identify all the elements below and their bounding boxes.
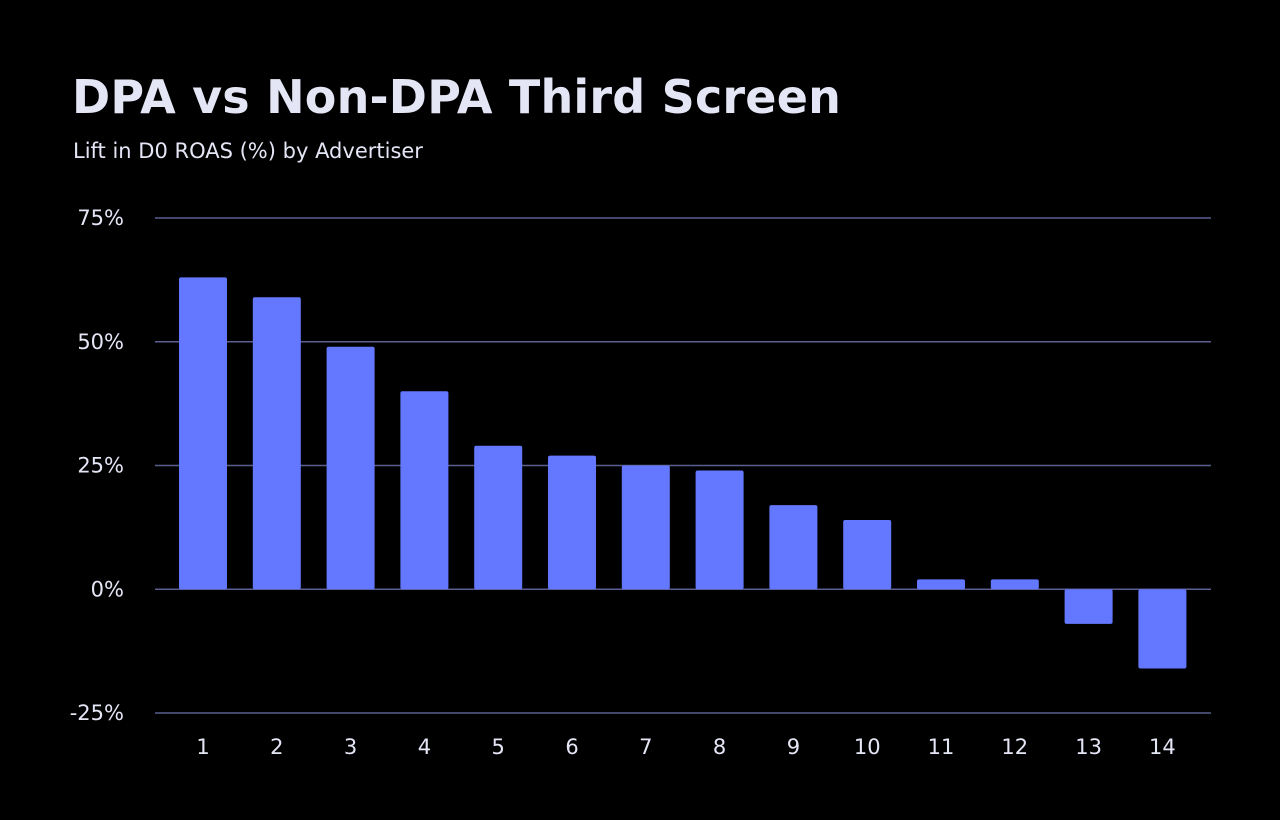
x-tick-label: 2 xyxy=(270,735,283,759)
bar-14 xyxy=(1138,589,1187,669)
bar-3 xyxy=(326,346,375,590)
bars xyxy=(179,277,1187,669)
y-axis-tick-labels: 75% 50% 25% 0% -25% xyxy=(70,206,124,725)
bar-1 xyxy=(179,277,227,590)
y-tick-label: 75% xyxy=(77,206,124,230)
bar-13 xyxy=(1064,589,1113,624)
x-tick-label: 1 xyxy=(196,735,209,759)
x-tick-label: 7 xyxy=(639,735,652,759)
chart-title: DPA vs Non-DPA Third Screen xyxy=(72,70,842,124)
x-tick-label: 6 xyxy=(565,735,578,759)
y-tick-label: 50% xyxy=(77,330,124,354)
x-tick-label: 3 xyxy=(344,735,357,759)
bar-12 xyxy=(990,579,1039,590)
x-tick-label: 10 xyxy=(854,735,881,759)
x-tick-label: 14 xyxy=(1149,735,1176,759)
bar-11 xyxy=(917,579,965,590)
x-tick-label: 5 xyxy=(492,735,505,759)
gridlines xyxy=(155,217,1211,714)
y-tick-label: 25% xyxy=(77,454,124,478)
bar-8 xyxy=(695,470,744,590)
bar-4 xyxy=(400,391,449,590)
x-tick-label: 9 xyxy=(787,735,800,759)
x-tick-label: 13 xyxy=(1075,735,1102,759)
x-tick-label: 4 xyxy=(418,735,431,759)
y-tick-label: 0% xyxy=(91,577,124,601)
bar-9 xyxy=(769,505,818,590)
x-tick-label: 8 xyxy=(713,735,726,759)
x-tick-label: 12 xyxy=(1001,735,1028,759)
x-tick-label: 11 xyxy=(928,735,955,759)
chart-subtitle: Lift in D0 ROAS (%) by Advertiser xyxy=(73,139,423,163)
bar-7 xyxy=(621,465,670,590)
y-tick-label: -25% xyxy=(70,701,124,725)
bar-5 xyxy=(474,445,523,590)
bar-10 xyxy=(843,519,892,590)
x-axis-tick-labels: 1 2 3 4 5 6 7 8 9 10 11 12 13 14 xyxy=(196,735,1175,759)
bar-6 xyxy=(548,455,596,590)
bar-2 xyxy=(252,297,301,590)
